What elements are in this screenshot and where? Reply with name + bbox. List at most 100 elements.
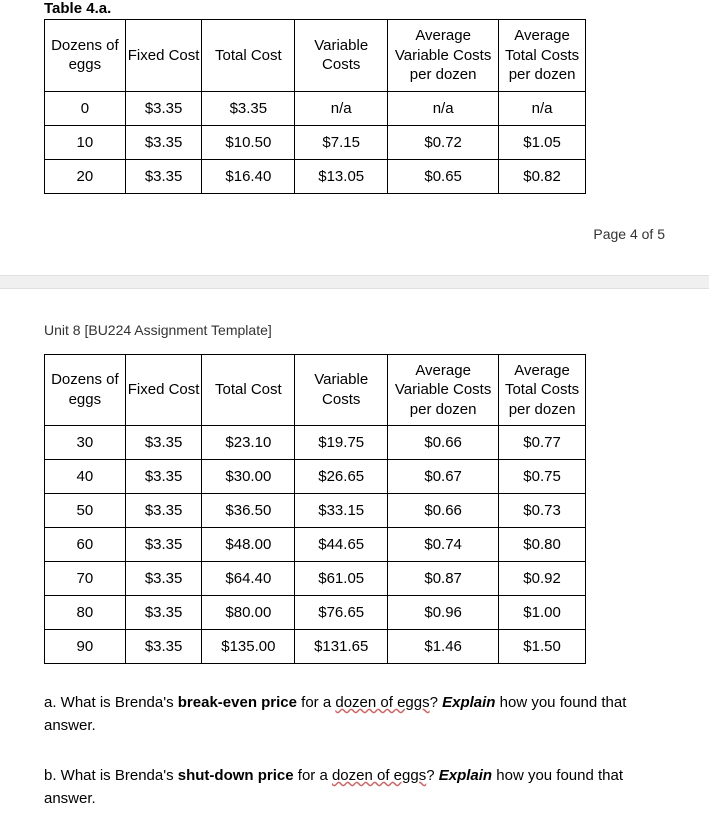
table-cell: $0.65 <box>388 159 499 193</box>
question-italic: Explain <box>442 694 495 711</box>
table-cell: $3.35 <box>125 528 202 562</box>
table-cell: $3.35 <box>125 460 202 494</box>
question-underlined: dozen of eggs <box>335 694 429 711</box>
question-bold: shut-down price <box>178 767 294 784</box>
table-cell: $3.35 <box>202 91 295 125</box>
col-header: Average Total Costs per dozen <box>499 20 586 92</box>
table-cell: $1.50 <box>499 630 586 664</box>
table-cell: $26.65 <box>295 460 388 494</box>
table-cell: $30.00 <box>202 460 295 494</box>
question-text: a. What is Brenda's <box>44 694 178 711</box>
table-cell: $44.65 <box>295 528 388 562</box>
table-cell: $0.77 <box>499 426 586 460</box>
table-cell: $131.65 <box>295 630 388 664</box>
table-cell: $0.87 <box>388 562 499 596</box>
table-cell: $1.46 <box>388 630 499 664</box>
table-cell: 30 <box>45 426 126 460</box>
table-cell: $1.05 <box>499 125 586 159</box>
table-cell: 60 <box>45 528 126 562</box>
table-row: 70$3.35$64.40$61.05$0.87$0.92 <box>45 562 586 596</box>
col-header: Average Variable Costs per dozen <box>388 354 499 426</box>
table-cell: $48.00 <box>202 528 295 562</box>
table-cell: $64.40 <box>202 562 295 596</box>
table-cell: $7.15 <box>295 125 388 159</box>
question-text: ? <box>426 767 439 784</box>
table-cell: $16.40 <box>202 159 295 193</box>
table-cell: $23.10 <box>202 426 295 460</box>
table-cell: $0.82 <box>499 159 586 193</box>
col-header: Dozens of eggs <box>45 354 126 426</box>
table-row: 60$3.35$48.00$44.65$0.74$0.80 <box>45 528 586 562</box>
table-cell: 80 <box>45 596 126 630</box>
table-row: 30$3.35$23.10$19.75$0.66$0.77 <box>45 426 586 460</box>
table-cell: 10 <box>45 125 126 159</box>
table-cell: $10.50 <box>202 125 295 159</box>
col-header: Variable Costs <box>295 354 388 426</box>
question-bold: break-even price <box>178 694 297 711</box>
col-header: Dozens of eggs <box>45 20 126 92</box>
page-number: Page 4 of 5 <box>0 194 709 242</box>
table-cell: $3.35 <box>125 630 202 664</box>
table-cell: 20 <box>45 159 126 193</box>
page-5-content: Unit 8 [BU224 Assignment Template] Dozen… <box>0 322 709 811</box>
table-cell: $135.00 <box>202 630 295 664</box>
table-cell: $0.72 <box>388 125 499 159</box>
page-4-content: Table 4.a. Dozens of eggs Fixed Cost Tot… <box>0 0 709 194</box>
table-cell: $80.00 <box>202 596 295 630</box>
question-a: a. What is Brenda's break-even price for… <box>44 692 665 737</box>
table-cell: $3.35 <box>125 426 202 460</box>
table-cell: $0.73 <box>499 494 586 528</box>
table-cell: $0.92 <box>499 562 586 596</box>
question-text: b. What is Brenda's <box>44 767 178 784</box>
table-cell: $19.75 <box>295 426 388 460</box>
table-row: 50$3.35$36.50$33.15$0.66$0.73 <box>45 494 586 528</box>
table-cell: $3.35 <box>125 596 202 630</box>
table-row: 80$3.35$80.00$76.65$0.96$1.00 <box>45 596 586 630</box>
table-cell: $33.15 <box>295 494 388 528</box>
table-cell: 50 <box>45 494 126 528</box>
table-cell: $0.74 <box>388 528 499 562</box>
table-cell: $0.66 <box>388 426 499 460</box>
table-cell: $3.35 <box>125 159 202 193</box>
table-cell: 40 <box>45 460 126 494</box>
table-cell: $3.35 <box>125 125 202 159</box>
col-header: Average Total Costs per dozen <box>499 354 586 426</box>
table-cell: $0.80 <box>499 528 586 562</box>
question-text: for a <box>297 694 335 711</box>
col-header: Fixed Cost <box>125 354 202 426</box>
cost-table-2: Dozens of eggs Fixed Cost Total Cost Var… <box>44 354 586 665</box>
page-break-divider <box>0 242 709 322</box>
table-cell: $3.35 <box>125 562 202 596</box>
table-cell: 70 <box>45 562 126 596</box>
table-1-header-row: Dozens of eggs Fixed Cost Total Cost Var… <box>45 20 586 92</box>
table-cell: n/a <box>388 91 499 125</box>
table-row: 90$3.35$135.00$131.65$1.46$1.50 <box>45 630 586 664</box>
cost-table-1: Dozens of eggs Fixed Cost Total Cost Var… <box>44 19 586 194</box>
table-cell: 90 <box>45 630 126 664</box>
col-header: Total Cost <box>202 20 295 92</box>
question-text: for a <box>294 767 332 784</box>
table-cell: $0.66 <box>388 494 499 528</box>
col-header: Average Variable Costs per dozen <box>388 20 499 92</box>
table-cell: n/a <box>295 91 388 125</box>
table-cell: $0.67 <box>388 460 499 494</box>
table-row: 0$3.35$3.35n/an/an/a <box>45 91 586 125</box>
table-cell: 0 <box>45 91 126 125</box>
table-cell: $3.35 <box>125 91 202 125</box>
table-cell: $3.35 <box>125 494 202 528</box>
col-header: Total Cost <box>202 354 295 426</box>
question-underlined: dozen of eggs <box>332 767 426 784</box>
question-italic: Explain <box>439 767 492 784</box>
question-b: b. What is Brenda's shut-down price for … <box>44 765 665 810</box>
table-row: 10$3.35$10.50$7.15$0.72$1.05 <box>45 125 586 159</box>
table-cell: n/a <box>499 91 586 125</box>
table-cell: $76.65 <box>295 596 388 630</box>
table-row: 40$3.35$30.00$26.65$0.67$0.75 <box>45 460 586 494</box>
table-cell: $36.50 <box>202 494 295 528</box>
col-header: Variable Costs <box>295 20 388 92</box>
table-2-header-row: Dozens of eggs Fixed Cost Total Cost Var… <box>45 354 586 426</box>
col-header: Fixed Cost <box>125 20 202 92</box>
table-title: Table 4.a. <box>44 0 665 17</box>
table-cell: $0.75 <box>499 460 586 494</box>
table-cell: $1.00 <box>499 596 586 630</box>
